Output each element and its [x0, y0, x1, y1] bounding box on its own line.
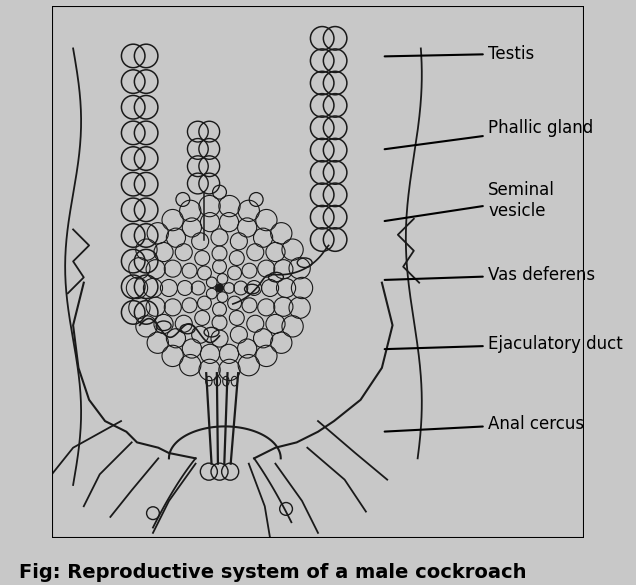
Text: Ejaculatory duct: Ejaculatory duct [385, 335, 623, 353]
Text: Testis: Testis [385, 45, 535, 63]
Text: Phallic gland: Phallic gland [385, 119, 593, 149]
Circle shape [215, 284, 224, 292]
Text: Fig: Reproductive system of a male cockroach: Fig: Reproductive system of a male cockr… [19, 563, 527, 582]
Text: Seminal
vesicle: Seminal vesicle [385, 181, 555, 221]
Text: Anal cercus: Anal cercus [385, 415, 584, 433]
Text: Vas deferens: Vas deferens [385, 266, 595, 284]
